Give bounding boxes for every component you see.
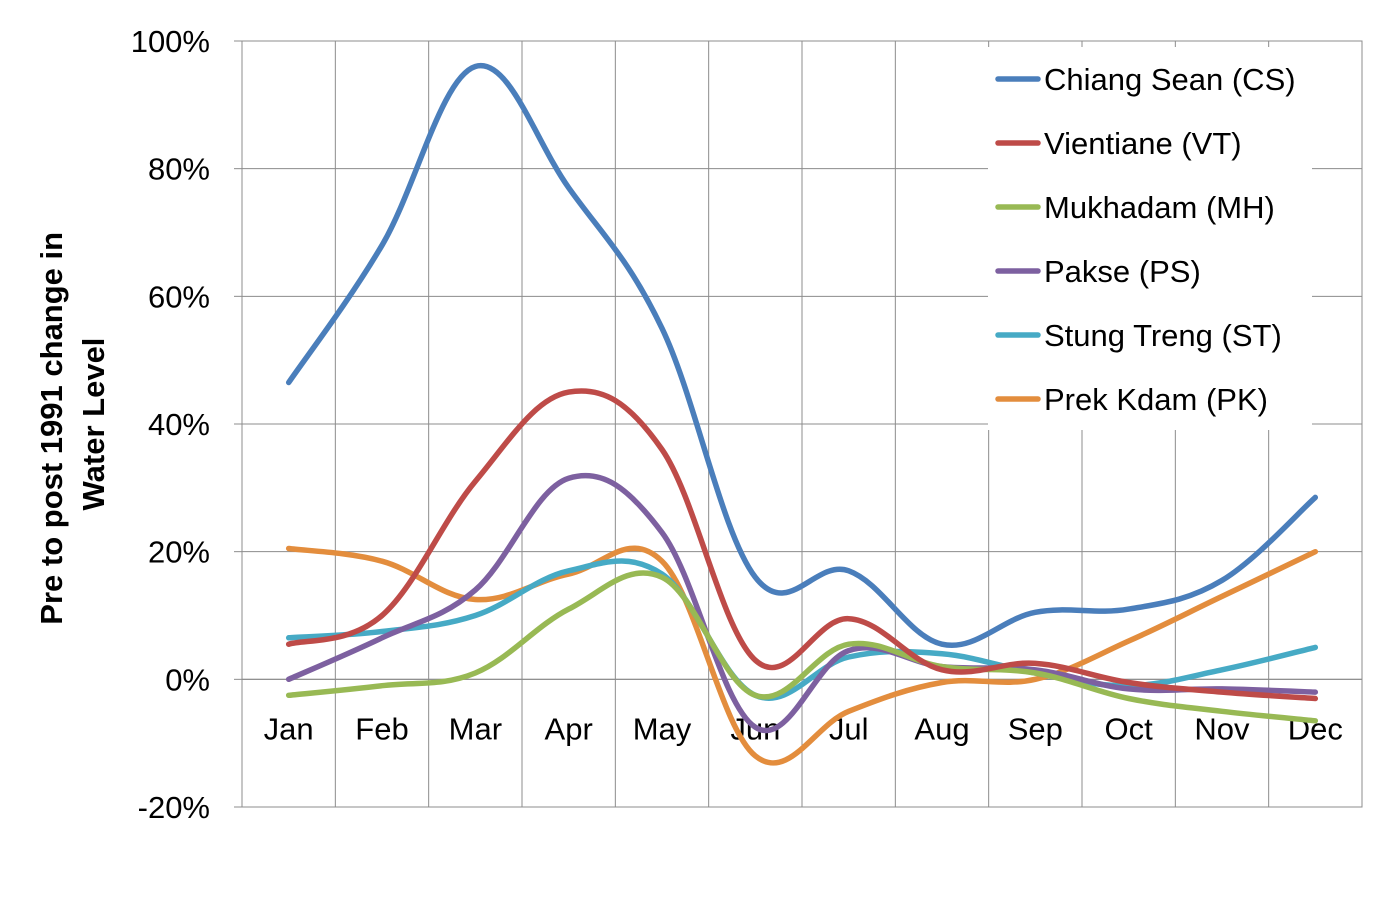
- legend-label: Chiang Sean (CS): [1044, 62, 1296, 97]
- legend-label: Prek Kdam (PK): [1044, 382, 1268, 417]
- legend: Chiang Sean (CS) Vientiane (VT) Mukhadam (…: [988, 47, 1312, 430]
- y-tick-label: 20%: [148, 535, 210, 570]
- legend-box: [988, 47, 1312, 430]
- series-line-vientiane-vt: [285, 388, 1319, 702]
- x-tick-label: Sep: [1008, 711, 1063, 746]
- legend-label: Vientiane (VT): [1044, 126, 1242, 161]
- series-line-stung-treng-st: [285, 558, 1319, 701]
- x-tick-label: May: [633, 711, 692, 746]
- y-tick-label: -20%: [138, 790, 210, 825]
- series-line-pakse-ps: [285, 472, 1319, 734]
- x-axis-ticks: Jan Feb Mar Apr May Jun Jul Aug Sep Oct Nov Dec: [264, 711, 1343, 746]
- x-tick-label: Oct: [1105, 711, 1154, 746]
- series-line-prek-kdam-pk: [285, 545, 1319, 766]
- x-tick-label: Nov: [1194, 711, 1250, 746]
- y-tick-label: 80%: [148, 152, 210, 187]
- y-tick-label: 60%: [148, 279, 210, 314]
- y-tick-label: 100%: [131, 24, 210, 59]
- series-lines: [285, 62, 1319, 766]
- y-tick-label: 0%: [165, 662, 210, 697]
- x-tick-label: Feb: [355, 711, 408, 746]
- series-line-mukhadam-mh: [285, 570, 1319, 724]
- y-tick-label: 40%: [148, 407, 210, 442]
- y-axis-ticks: 100% 80% 60% 40% 20% 0% -20%: [131, 24, 210, 825]
- legend-label: Stung Treng (ST): [1044, 318, 1282, 353]
- x-tick-label: Aug: [914, 711, 969, 746]
- y-axis-label-line-1: Pre to post 1991 change in: [34, 232, 69, 625]
- x-tick-label: Apr: [545, 711, 593, 746]
- series-line-chiang-sean-cs: [285, 62, 1319, 649]
- x-tick-label: Jan: [264, 711, 314, 746]
- legend-label: Mukhadam (MH): [1044, 190, 1275, 225]
- y-axis-label: Pre to post 1991 change in Water Level: [34, 223, 111, 624]
- legend-label: Pakse (PS): [1044, 254, 1201, 289]
- y-axis-label-line-2: Water Level: [76, 338, 111, 511]
- x-tick-label: Mar: [449, 711, 502, 746]
